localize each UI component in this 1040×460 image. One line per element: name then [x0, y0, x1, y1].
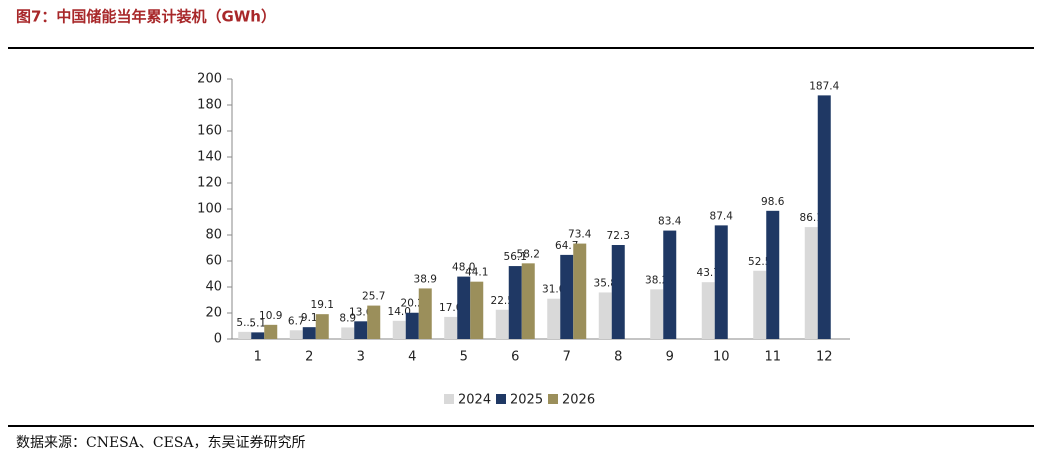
value-label: 8.9: [339, 312, 356, 324]
bar: [495, 309, 509, 339]
bar: [315, 314, 329, 339]
x-tick-label: 1: [254, 350, 262, 365]
bar: [470, 281, 484, 339]
bar: [264, 324, 278, 339]
value-label: 14.0: [388, 306, 411, 318]
y-tick-label: 120: [197, 176, 222, 191]
value-label: 64.7: [555, 240, 578, 252]
y-tick-label: 160: [197, 124, 222, 139]
bar: [598, 292, 612, 339]
legend-label: 2024: [458, 393, 491, 408]
y-tick-label: 140: [197, 150, 222, 165]
value-label: 44.1: [465, 267, 488, 279]
value-label: 38.9: [414, 273, 437, 285]
bar: [611, 245, 625, 339]
bar: [251, 332, 265, 339]
bar: [238, 331, 252, 339]
bar: [354, 321, 368, 339]
value-label: 10.9: [259, 310, 282, 322]
bar: [547, 298, 561, 339]
bar: [341, 327, 355, 339]
bar: [457, 276, 471, 339]
source-note: 数据来源：CNESA、CESA，东吴证券研究所: [16, 435, 306, 451]
bar: [560, 254, 574, 339]
value-label: 5...: [236, 317, 253, 329]
y-tick-label: 80: [205, 228, 222, 243]
bar: [650, 289, 664, 339]
value-label: 83.4: [658, 216, 682, 228]
legend-swatch: [496, 394, 506, 404]
value-label: 38.2: [645, 274, 668, 286]
bar: [444, 316, 458, 339]
y-tick-label: 100: [197, 202, 222, 217]
bar: [367, 305, 381, 339]
value-label: 48.0: [452, 262, 475, 274]
y-tick-label: 60: [205, 254, 222, 269]
bar: [817, 95, 831, 339]
value-label: 22.5: [491, 295, 514, 307]
x-tick-label: 2: [305, 350, 313, 365]
bar: [766, 210, 780, 339]
value-label: 13.6: [349, 306, 373, 318]
x-tick-label: 5: [460, 350, 468, 365]
value-label: 43.7: [697, 267, 720, 279]
bar: [418, 288, 432, 339]
value-label: 58.2: [517, 248, 540, 260]
bar: [508, 266, 522, 339]
legend-label: 2025: [510, 393, 543, 408]
bar: [573, 243, 587, 339]
bar: [289, 330, 303, 339]
y-tick-label: 20: [205, 306, 222, 321]
y-tick-label: 40: [205, 280, 222, 295]
value-label: 5.1: [249, 317, 266, 329]
value-label: 20.2: [401, 298, 424, 310]
x-tick-label: 4: [408, 350, 416, 365]
value-label: 6.7: [288, 315, 305, 327]
y-tick-label: 200: [197, 72, 222, 87]
value-label: 98.6: [761, 196, 785, 208]
legend-swatch: [548, 394, 558, 404]
bar: [701, 282, 715, 339]
bar: [521, 263, 535, 339]
value-label: 72.3: [607, 230, 630, 242]
x-tick-label: 9: [666, 350, 674, 365]
value-label: 187.4: [809, 80, 839, 92]
value-label: 31.0: [542, 284, 565, 296]
legend-swatch: [444, 394, 454, 404]
value-label: 9.1: [301, 312, 318, 324]
x-tick-label: 7: [563, 350, 571, 365]
value-label: 19.1: [311, 299, 334, 311]
value-label: 73.4: [568, 229, 592, 241]
value-label: 17.0: [439, 302, 462, 314]
x-tick-label: 12: [816, 350, 833, 365]
chart-title: 图7：中国储能当年累计装机（GWh）: [16, 8, 276, 26]
bar: [753, 270, 767, 339]
x-tick-label: 3: [357, 350, 365, 365]
bar: [405, 312, 419, 339]
bar: [392, 320, 406, 339]
x-tick-label: 6: [511, 350, 519, 365]
bar: [663, 230, 677, 339]
y-tick-label: 180: [197, 98, 222, 113]
value-label: 87.4: [710, 210, 734, 222]
x-tick-label: 11: [764, 350, 781, 365]
value-label: 25.7: [362, 291, 385, 303]
y-tick-label: 0: [214, 332, 222, 347]
value-label: 52.5: [748, 256, 771, 268]
x-tick-label: 8: [614, 350, 622, 365]
bar: [804, 227, 818, 339]
bar: [714, 225, 728, 339]
legend-label: 2026: [562, 393, 595, 408]
bar: [302, 327, 316, 339]
value-label: 86.1: [800, 212, 823, 224]
x-tick-label: 10: [713, 350, 730, 365]
value-label: 35.8: [594, 277, 617, 289]
value-label: 56.1: [504, 251, 527, 263]
